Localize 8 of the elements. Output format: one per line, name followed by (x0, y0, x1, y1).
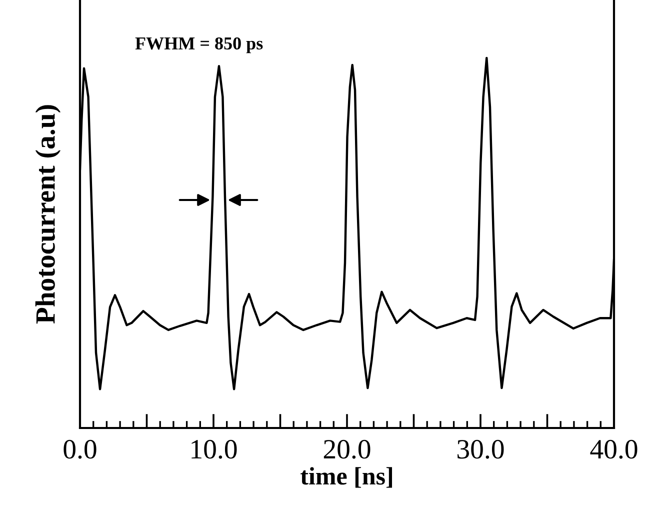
x-tick-label: 40.0 (590, 440, 638, 459)
text: FWHM = 850 ps (135, 37, 263, 54)
x-tick-label: 0.0 (64, 440, 96, 459)
x-tick-label: 20.0 (324, 440, 370, 459)
y-axis-title: Photocurrent (a.u) (35, 105, 61, 324)
x-axis-title: time [ns] (300, 467, 392, 488)
x-tick-label: 30.0 (458, 440, 504, 459)
x-tick-label: 10.0 (192, 440, 237, 459)
